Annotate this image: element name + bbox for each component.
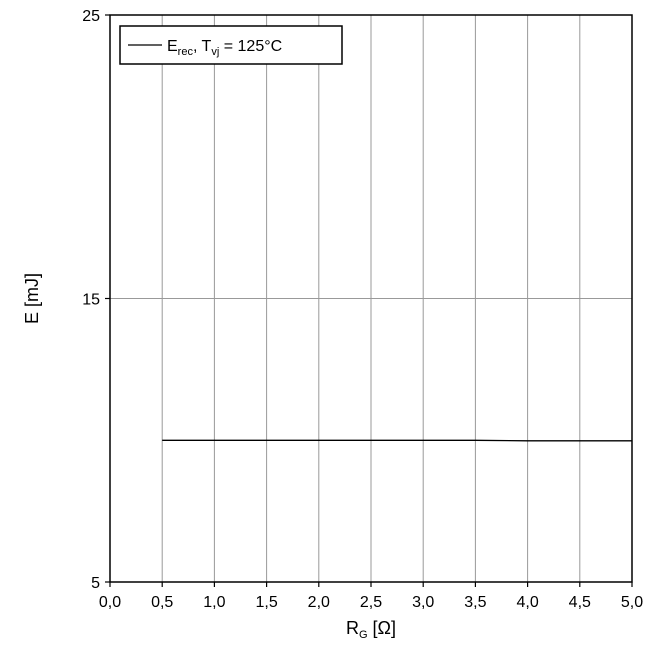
ticks: 0,0 0,5 1,0 1,5 2,0 2,5 3,0 3,5 4,0 4,5 5,0 5 15 25: [82, 8, 643, 611]
x-axis-label-main: R: [346, 618, 359, 638]
y-tick-label: 25: [82, 8, 100, 25]
series-line-erec: [162, 439, 632, 442]
x-tick-label: 2,0: [308, 594, 330, 611]
y-tick-label: 15: [82, 292, 100, 309]
x-tick-label: 3,5: [464, 594, 486, 611]
legend: Erec, Tvj = 125°C: [119, 25, 343, 65]
x-tick-label: 3,0: [412, 594, 434, 611]
x-tick-label: 0,0: [99, 594, 121, 611]
x-axis-label-sub: G: [359, 629, 368, 641]
x-tick-label: 1,5: [255, 594, 277, 611]
x-axis-label: RG [Ω]: [346, 618, 396, 641]
legend-label-sub1: rec: [178, 46, 194, 58]
y-axis-label: E [mJ]: [22, 273, 42, 324]
x-axis-label-unit: [Ω]: [368, 618, 396, 638]
grid: [110, 15, 632, 582]
x-tick-label: 1,0: [203, 594, 225, 611]
y-tick-label: 5: [91, 575, 100, 592]
legend-label-tail: = 125°C: [219, 38, 282, 55]
legend-label: Erec, Tvj = 125°C: [167, 38, 282, 58]
x-tick-label: 4,5: [569, 594, 591, 611]
x-tick-label: 0,5: [151, 594, 173, 611]
legend-label-sub2: vj: [211, 46, 219, 58]
x-tick-label: 5,0: [621, 594, 643, 611]
legend-label-main: E: [167, 38, 178, 55]
series-layer: [162, 439, 632, 442]
x-tick-label: 2,5: [360, 594, 382, 611]
x-tick-label: 4,0: [516, 594, 538, 611]
legend-label-mid: , T: [193, 38, 212, 55]
